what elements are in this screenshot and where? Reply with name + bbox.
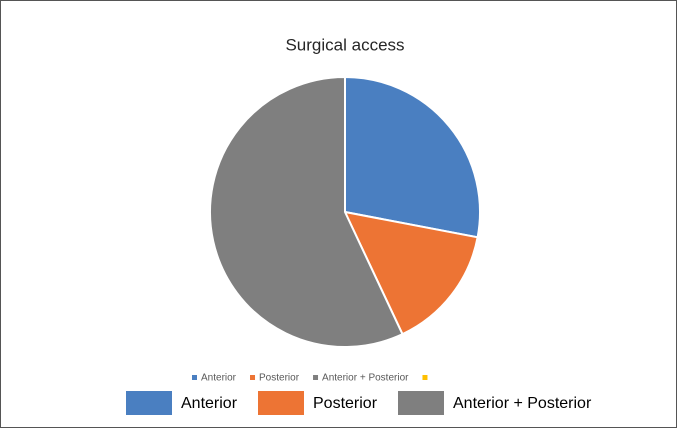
- legend-label-large: Anterior + Posterior: [453, 395, 592, 412]
- legend-marker: [192, 375, 197, 380]
- legend-label-large: Anterior: [181, 395, 238, 412]
- legend-label: Posterior: [259, 373, 300, 384]
- legend-box: [398, 391, 444, 415]
- legend-label: Anterior: [201, 373, 237, 384]
- chart-title: Surgical access: [285, 35, 404, 54]
- legend-marker: [313, 375, 319, 380]
- legend-marker: [250, 375, 256, 380]
- legend-marker: [422, 375, 428, 380]
- legend-label-large: Posterior: [313, 395, 378, 412]
- pie-slice: [209, 75, 404, 348]
- pie-slice: [344, 75, 481, 239]
- legend-box: [258, 391, 304, 415]
- pie-slice: [343, 210, 479, 336]
- legend-label: Anterior + Posterior: [322, 373, 409, 384]
- legend-box: [126, 391, 172, 415]
